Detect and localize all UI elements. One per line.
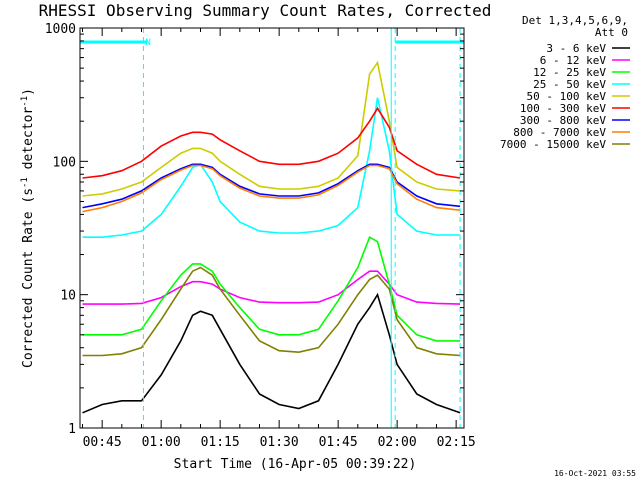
legend-label: 800 - 7000 keV [513,126,606,139]
y-axis-label-part3: ) [21,88,36,96]
y-axis-label-sup1: -1 [20,177,30,188]
series-line-6 [82,163,461,209]
x-tick-label: 02:00 [378,435,417,450]
y-axis-label-part1: Corrected Count Rate (s [21,188,36,368]
x-axis-label: Start Time (16-Apr-05 00:39:22) [174,457,417,472]
series-line-3 [82,97,461,238]
x-tick-label: 00:45 [83,435,122,450]
y-axis-label-part2: detector [21,107,36,178]
series-line-4 [82,60,461,197]
series-line-8 [82,266,461,357]
chart-title: RHESSI Observing Summary Count Rates, Co… [39,1,492,20]
legend-header-line1: Det 1,3,4,5,6,9, [522,14,628,27]
legend-label: 300 - 800 keV [520,114,606,127]
x-tick-label: 02:15 [437,435,476,450]
x-tick-label: 01:15 [201,435,240,450]
y-axis-label: Corrected Count Rate (s-1 detector-1) [20,88,36,368]
x-tick-label: 01:30 [260,435,299,450]
legend-label: 6 - 12 keV [540,54,607,67]
y-tick-label: 1 [68,422,76,437]
legend-label: 25 - 50 keV [533,78,606,91]
legend-header-line2: Att 0 [595,26,628,39]
axes-layer: 1 10 100 1000 00:45 01:00 01:15 01:30 01:45 02:00… [45,22,476,450]
series-line-7 [82,164,461,213]
series-line-2 [82,236,461,342]
y-tick-label: 1000 [45,22,76,37]
legend-label: 100 - 300 keV [520,102,606,115]
marker-layer: N [79,28,464,428]
y-tick-label: 100 [53,155,76,170]
series-line-0 [82,292,461,414]
night-label: N [145,38,150,48]
legend-label: 12 - 25 keV [533,66,606,79]
footer-timestamp: 16-Oct-2021 03:55 [554,469,636,478]
plot-frame [79,27,465,429]
series-line-1 [82,270,461,305]
legend-label: 7000 - 15000 keV [500,138,606,151]
series-line-5 [82,106,461,179]
y-tick-label: 10 [60,289,76,304]
legend-label: 3 - 6 keV [546,42,606,55]
x-tick-label: 01:00 [142,435,181,450]
legend-label: 50 - 100 keV [527,90,607,103]
y-axis-label-sup2: -1 [20,96,30,107]
x-tick-label: 01:45 [319,435,358,450]
series-layer [82,60,461,414]
